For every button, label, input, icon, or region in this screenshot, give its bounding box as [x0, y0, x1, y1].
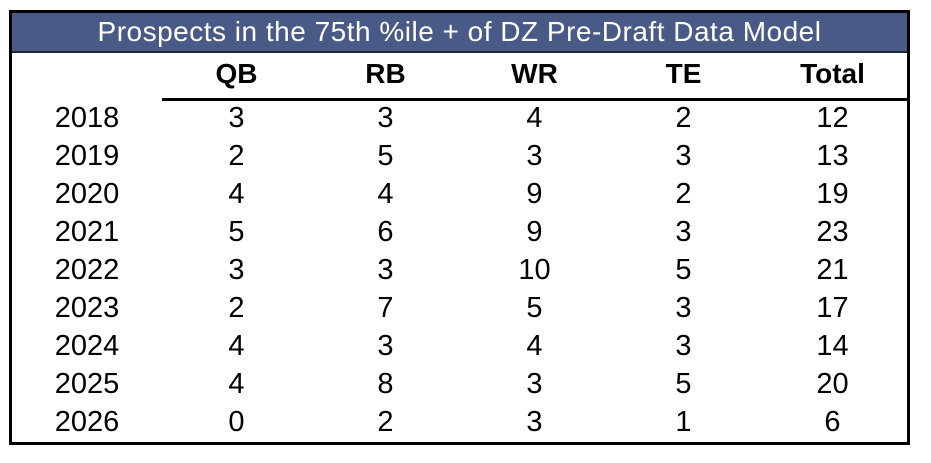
row-year: 2021	[54, 215, 120, 248]
row-year: 2023	[54, 291, 120, 324]
cell-value: 3	[526, 367, 543, 400]
column-header-wr: WR	[460, 53, 609, 101]
cell-value: 2	[675, 177, 692, 210]
table-row: 2023 2 7 5 3 17	[12, 289, 907, 327]
cell-value: 3	[377, 253, 394, 286]
cell-value: 3	[675, 215, 692, 248]
column-header-rb: RB	[311, 53, 460, 101]
cell-value: 2	[377, 405, 394, 438]
corner-cell	[12, 53, 162, 99]
column-header-qb: QB	[162, 53, 311, 101]
table-row: 2018 3 3 4 2 12	[12, 99, 907, 137]
prospects-table: QB RB WR TE Total 2018 3 3 4 2 12 2019 2 5 3 3 13 2020 4 4…	[12, 53, 907, 441]
row-year: 2024	[54, 329, 120, 362]
cell-value: 5	[675, 367, 692, 400]
cell-value: 3	[675, 139, 692, 172]
cell-value: 21	[816, 253, 849, 286]
cell-value: 13	[816, 139, 849, 172]
cell-value: 20	[816, 367, 849, 400]
cell-value: 3	[377, 102, 394, 135]
table-row: 2026 0 2 3 1 6	[12, 403, 907, 441]
cell-value: 4	[228, 367, 245, 400]
table-row: 2020 4 4 9 2 19	[12, 175, 907, 213]
prospects-table-panel: Prospects in the 75th %ile + of DZ Pre-D…	[9, 10, 910, 445]
cell-value: 2	[228, 139, 245, 172]
cell-value: 3	[228, 253, 245, 286]
cell-value: 4	[228, 329, 245, 362]
cell-value: 7	[377, 291, 394, 324]
table-row: 2019 2 5 3 3 13	[12, 137, 907, 175]
cell-value: 3	[675, 329, 692, 362]
cell-value: 3	[228, 102, 245, 135]
cell-value: 14	[816, 329, 849, 362]
cell-value: 17	[816, 291, 849, 324]
column-header-te: TE	[609, 53, 758, 101]
cell-value: 3	[526, 139, 543, 172]
table-header-row: QB RB WR TE Total	[12, 53, 907, 101]
cell-value: 2	[228, 291, 245, 324]
cell-value: 5	[228, 215, 245, 248]
table-row: 2022 3 3 10 5 21	[12, 251, 907, 289]
cell-value: 12	[816, 102, 849, 135]
cell-value: 9	[526, 177, 543, 210]
table-title-bar: Prospects in the 75th %ile + of DZ Pre-D…	[12, 13, 907, 53]
row-year: 2019	[54, 139, 120, 172]
cell-value: 10	[518, 253, 551, 286]
cell-value: 5	[675, 253, 692, 286]
cell-value: 4	[526, 329, 543, 362]
column-header-total: Total	[758, 53, 907, 101]
cell-value: 9	[526, 215, 543, 248]
table-row: 2021 5 6 9 3 23	[12, 213, 907, 251]
row-year: 2020	[54, 177, 120, 210]
cell-value: 6	[824, 405, 841, 438]
cell-value: 4	[228, 177, 245, 210]
table-title: Prospects in the 75th %ile + of DZ Pre-D…	[97, 16, 822, 47]
row-year: 2026	[54, 405, 120, 438]
table-body: 2018 3 3 4 2 12 2019 2 5 3 3 13 2020 4 4 9 2 19 2021 5 6 9 3 23…	[12, 99, 907, 441]
cell-value: 4	[526, 102, 543, 135]
cell-value: 1	[675, 405, 692, 438]
row-year: 2022	[54, 253, 120, 286]
table-row: 2025 4 8 3 5 20	[12, 365, 907, 403]
cell-value: 3	[526, 405, 543, 438]
row-year: 2018	[54, 101, 120, 134]
cell-value: 8	[377, 367, 394, 400]
cell-value: 5	[526, 291, 543, 324]
cell-value: 19	[816, 177, 849, 210]
cell-value: 0	[228, 405, 245, 438]
cell-value: 23	[816, 215, 849, 248]
cell-value: 4	[377, 177, 394, 210]
table-row: 2024 4 3 4 3 14	[12, 327, 907, 365]
row-year: 2025	[54, 367, 120, 400]
cell-value: 6	[377, 215, 394, 248]
cell-value: 3	[377, 329, 394, 362]
cell-value: 2	[675, 102, 692, 135]
cell-value: 5	[377, 139, 394, 172]
cell-value: 3	[675, 291, 692, 324]
